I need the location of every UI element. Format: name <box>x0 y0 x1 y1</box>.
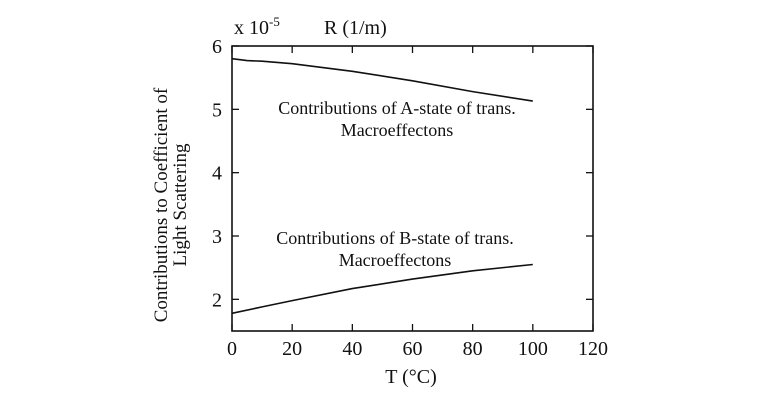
y-tick-label: 5 <box>212 99 222 121</box>
y-axis-label: Contributions to Coefficient of Light Sc… <box>151 87 191 322</box>
plot-border <box>231 45 594 332</box>
annotation-a-state-line-1: Contributions of A-state of trans. <box>278 98 515 118</box>
y-tick-label: 6 <box>212 36 222 58</box>
scale-factor-label: x 10-5 <box>234 14 280 39</box>
axis-ticks: 0 20 40 60 80 100 120 2 3 4 5 6 <box>212 36 608 360</box>
scale-factor-base: x 10 <box>234 17 269 39</box>
y-tick-label: 4 <box>212 163 222 185</box>
annotation-a-state-line-2: Macroeffectons <box>341 120 454 140</box>
x-tick-label: 40 <box>342 338 362 360</box>
series-line-b-state <box>231 263 533 315</box>
annotation-b-state-line-1: Contributions of B-state of trans. <box>276 228 513 248</box>
x-tick-label: 120 <box>578 338 608 360</box>
y-axis-label-line-1: Contributions to Coefficient of <box>151 87 172 322</box>
x-tick-label: 20 <box>282 338 302 360</box>
chart-title: R (1/m) <box>324 17 387 39</box>
data-series <box>231 57 533 315</box>
annotation-b-state-line-2: Macroeffectons <box>339 250 452 270</box>
series-line-a-state <box>231 57 533 102</box>
x-tick-label: 0 <box>227 338 237 360</box>
x-tick-label: 60 <box>403 338 423 360</box>
x-tick-label: 80 <box>463 338 483 360</box>
annotation-b-state: Contributions of B-state of trans. Macro… <box>276 228 513 270</box>
plot-frame <box>231 45 594 332</box>
x-tick-label: 100 <box>518 338 548 360</box>
y-tick-label: 2 <box>212 289 222 311</box>
y-axis-label-line-2: Light Scattering <box>170 143 191 266</box>
y-tick-label: 3 <box>212 226 222 248</box>
annotation-a-state: Contributions of A-state of trans. Macro… <box>278 98 515 140</box>
scale-factor-exponent: -5 <box>269 14 280 29</box>
x-axis-label: T (°C) <box>385 366 437 388</box>
